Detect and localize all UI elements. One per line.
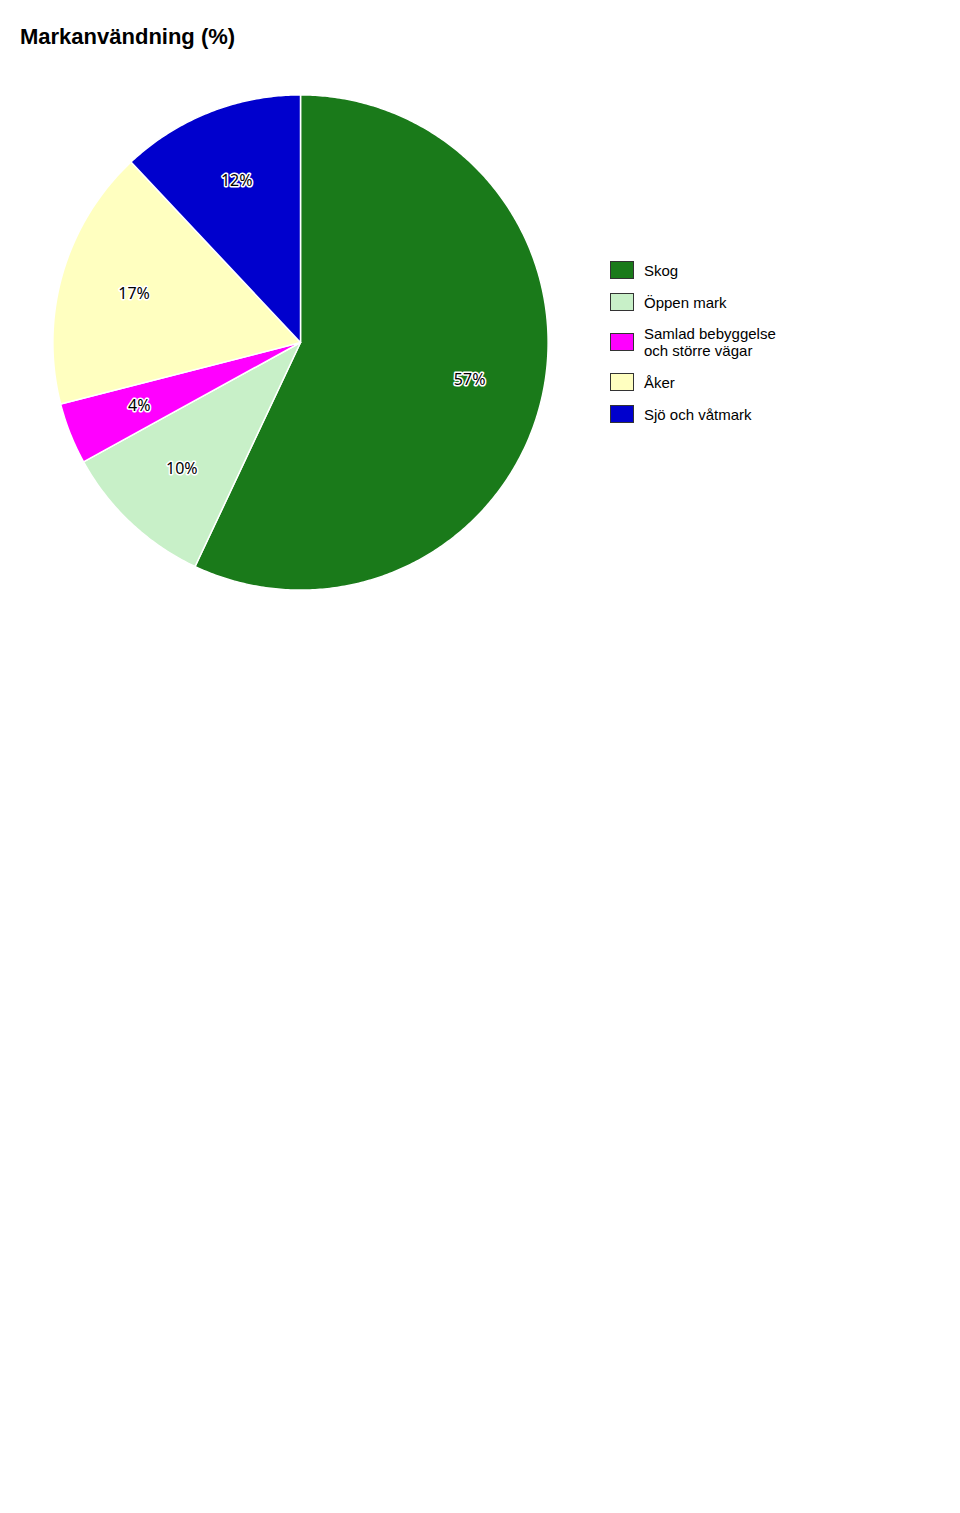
html-text:Sjö och våtmark: Sjö och våtmark xyxy=(644,405,752,423)
html-text:Markanvändning (%): Markanvändning (%) xyxy=(20,24,236,49)
svg-text:4%: 4% xyxy=(128,394,150,416)
svg-text:57%: 57% xyxy=(454,368,486,390)
html-text:Öppen mark: Öppen mark xyxy=(644,293,727,311)
html-text:Åker: Åker xyxy=(644,373,675,391)
svg-text:12%: 12% xyxy=(221,169,253,191)
svg-text:17%: 17% xyxy=(118,282,150,304)
svg-text:10%: 10% xyxy=(166,457,198,479)
html-text:Samlad bebyggelse och större v: Samlad bebyggelse och större vägar xyxy=(644,325,776,359)
html-text:Skog: Skog xyxy=(644,261,679,279)
